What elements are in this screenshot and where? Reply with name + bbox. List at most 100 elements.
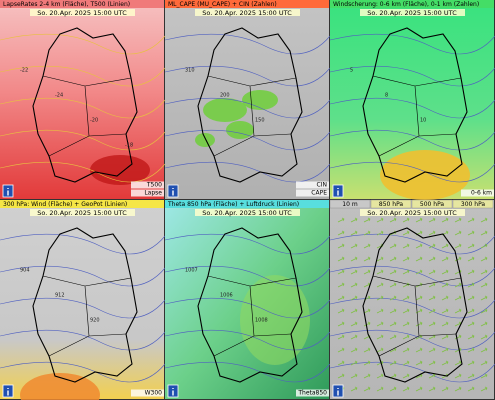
wind-arrow xyxy=(350,243,358,249)
map-panel: LapseRates 2-4 km (Fläche), T500 (Linien… xyxy=(0,0,166,199)
wind-arrow xyxy=(402,256,410,262)
legend-label: CIN xyxy=(317,182,327,189)
wind-arrow xyxy=(350,321,358,327)
contour-line xyxy=(329,33,495,55)
contour-line xyxy=(329,65,495,87)
level-button-label[interactable]: 850 hPa xyxy=(379,201,404,208)
wind-arrow xyxy=(363,321,371,327)
wind-arrow xyxy=(467,230,475,236)
wind-arrow xyxy=(454,243,462,249)
time-bar xyxy=(360,209,465,216)
panel-title: ML_CAPE (MU_CAPE) + CIN (Zahlen) xyxy=(168,1,277,8)
wind-arrow xyxy=(415,347,423,353)
wind-arrow xyxy=(467,334,475,340)
level-button-label[interactable]: 500 hPa xyxy=(420,201,445,208)
level-button[interactable] xyxy=(370,199,412,209)
map-value: -22 xyxy=(20,68,28,74)
wind-arrow xyxy=(402,334,410,340)
wind-arrow xyxy=(480,360,488,366)
wind-arrow xyxy=(454,295,462,301)
map-panel: ML_CAPE (MU_CAPE) + CIN (Zahlen)So. 20.A… xyxy=(164,0,331,199)
map-value: 10 xyxy=(420,118,426,124)
wind-arrow xyxy=(376,308,384,314)
cape-area xyxy=(195,133,215,147)
wind-arrow xyxy=(337,230,345,236)
wind-arrow xyxy=(376,321,384,327)
country-border xyxy=(32,227,138,383)
wind-arrow xyxy=(363,269,371,275)
wind-arrow xyxy=(428,243,436,249)
map-value: 1008 xyxy=(255,318,268,324)
wind-arrow xyxy=(402,230,410,236)
wind-arrow xyxy=(363,230,371,236)
wind-arrow xyxy=(350,347,358,353)
wind-arrow xyxy=(350,230,358,236)
wind-arrow xyxy=(428,347,436,353)
wind-arrow xyxy=(467,347,475,353)
title-bar xyxy=(330,0,494,8)
wind-arrow xyxy=(480,308,488,314)
wind-arrow xyxy=(389,295,397,301)
wind-arrow xyxy=(402,321,410,327)
contour-line xyxy=(0,297,166,319)
wind-arrow xyxy=(454,230,462,236)
map-value: 1006 xyxy=(220,293,233,299)
valid-time: So. 20.Apr. 2025 15:00 UTC xyxy=(202,9,292,17)
contour-line xyxy=(164,297,331,319)
wind-arrow xyxy=(415,269,423,275)
level-button[interactable] xyxy=(452,199,494,209)
wind-arrow xyxy=(389,269,397,275)
wind-arrow xyxy=(337,269,345,275)
valid-time: So. 20.Apr. 2025 15:00 UTC xyxy=(202,209,292,217)
wind-arrow xyxy=(363,243,371,249)
map-panel: 300 hPa: Wind (Fläche) + GeoPot (Linien)… xyxy=(0,200,166,400)
contour-line xyxy=(329,97,495,119)
level-button-label[interactable]: 10 m xyxy=(342,201,358,208)
contour-line xyxy=(164,265,331,287)
wind-arrow xyxy=(363,308,371,314)
wind-arrow xyxy=(480,230,488,236)
contour-line xyxy=(0,129,166,151)
map-panel: 10 m 850 hPa 500 hPa 300 hPa So. 20.Apr. 202… xyxy=(329,199,495,399)
map-value: 904 xyxy=(20,268,30,274)
map-value: 920 xyxy=(90,318,100,324)
wind-arrow xyxy=(389,282,397,288)
wind-arrow xyxy=(402,217,410,223)
wind-arrow xyxy=(389,243,397,249)
state-border xyxy=(42,75,132,157)
wind-arrow xyxy=(467,269,475,275)
contour-line xyxy=(329,129,495,151)
wind-arrow xyxy=(480,373,488,379)
wind-arrow xyxy=(428,230,436,236)
legend-label: W300 xyxy=(145,390,163,397)
wind-arrow xyxy=(350,256,358,262)
level-button[interactable] xyxy=(411,199,453,209)
level-button-label[interactable]: 300 hPa xyxy=(461,201,486,208)
wind-arrow xyxy=(376,269,384,275)
wind-arrow xyxy=(467,256,475,262)
wind-arrow xyxy=(402,386,410,392)
level-button[interactable] xyxy=(329,199,371,209)
wind-arrow xyxy=(454,360,462,366)
legend-label: Lapse xyxy=(144,190,162,197)
wind-arrow xyxy=(376,256,384,262)
wind-arrow xyxy=(376,282,384,288)
contour-line xyxy=(164,329,331,351)
wind-arrow xyxy=(428,308,436,314)
wind-arrow xyxy=(363,373,371,379)
wind-arrow xyxy=(389,321,397,327)
state-border xyxy=(372,275,462,357)
wind-arrow xyxy=(376,295,384,301)
valid-time: So. 20.Apr. 2025 15:00 UTC xyxy=(37,209,127,217)
wind-arrow xyxy=(415,217,423,223)
wind-arrow xyxy=(402,373,410,379)
wind-arrow xyxy=(480,295,488,301)
wind-arrow xyxy=(428,386,436,392)
contour-line xyxy=(329,265,495,287)
lapse-area xyxy=(90,155,150,185)
wind-arrow xyxy=(415,295,423,301)
wind-arrow xyxy=(454,217,462,223)
title-bar xyxy=(0,200,164,208)
valid-time: So. 20.Apr. 2025 15:00 UTC xyxy=(37,9,127,17)
